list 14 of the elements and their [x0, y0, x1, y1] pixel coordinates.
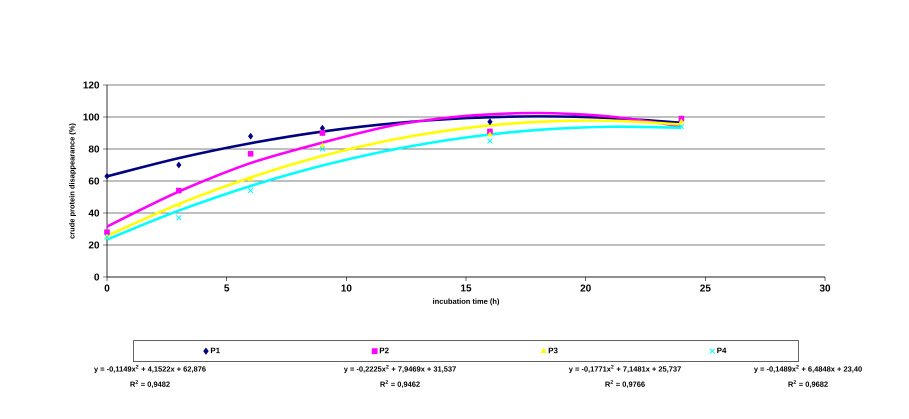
x-tick-label: 10: [341, 284, 352, 292]
x-tick-label: 25: [700, 284, 711, 292]
y-tick-label: 0: [94, 273, 100, 281]
x-tick-label: 20: [580, 284, 591, 292]
x-tick-label: 15: [461, 284, 472, 292]
x-tick-label: 30: [820, 284, 830, 292]
x-tick-label: 5: [224, 284, 230, 292]
y-tick-label: 100: [83, 113, 100, 121]
y-tick-label: 20: [88, 241, 100, 249]
x-tick-label: 0: [104, 284, 110, 292]
y-tick-label: 120: [83, 81, 100, 89]
y-tick-label: 60: [88, 177, 100, 185]
y-tick-label: 80: [88, 145, 100, 153]
y-tick-label: 40: [88, 209, 100, 217]
